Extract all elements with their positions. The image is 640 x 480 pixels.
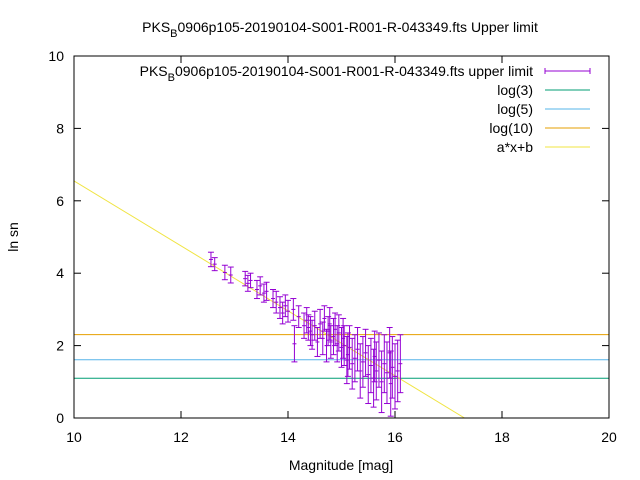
data-point <box>311 310 318 341</box>
series-line-fit <box>74 180 465 418</box>
data-point <box>290 298 297 321</box>
data-point <box>279 301 286 325</box>
data-point <box>285 299 291 323</box>
x-tick-label: 20 <box>601 429 617 445</box>
legend-entry: log(3) <box>497 82 590 98</box>
data-point <box>394 339 401 403</box>
data-point <box>375 332 382 388</box>
data-point <box>273 290 280 314</box>
svg-text:PKSB0906p105-20190104-S001-R00: PKSB0906p105-20190104-S001-R001-R-043349… <box>142 19 538 40</box>
data-point <box>381 334 388 394</box>
legend-label: log(3) <box>497 82 533 98</box>
data-point <box>373 341 380 401</box>
data-point <box>317 308 324 339</box>
data-point <box>253 279 260 300</box>
x-tick-label: 10 <box>66 429 82 445</box>
data-point <box>295 305 302 328</box>
data-point <box>282 294 289 318</box>
data-point <box>349 337 356 390</box>
plot-frame <box>73 55 610 419</box>
y-axis-label: ln sn <box>5 222 21 252</box>
data-point <box>335 314 342 352</box>
data-point <box>340 317 347 359</box>
x-tick-label: 18 <box>494 429 510 445</box>
data-point <box>326 307 333 341</box>
chart-title: PKSB0906p105-20190104-S001-R001-R-043349… <box>142 19 538 40</box>
data-point <box>354 327 361 372</box>
data-point <box>244 274 251 292</box>
data-point <box>221 264 228 281</box>
data-point <box>327 325 334 359</box>
data-point <box>211 257 218 272</box>
legend-label: a*x+b <box>497 139 533 155</box>
legend-label: PKSB0906p105-20190104-S001-R001-R-043349… <box>140 63 533 84</box>
data-point <box>365 345 372 405</box>
chart-title-suffix: 0906p105-20190104-S001-R001-R-043349.fts… <box>178 19 538 35</box>
data-point <box>370 348 377 408</box>
chart-title-prefix: PKS <box>142 19 170 35</box>
data-point <box>341 325 348 367</box>
data-point <box>359 336 366 388</box>
data-point <box>383 341 390 405</box>
legend-entry: log(10) <box>489 120 590 136</box>
data-point <box>351 334 358 383</box>
data-point <box>314 327 321 357</box>
data-point <box>257 276 264 296</box>
x-tick-label: 12 <box>173 429 189 445</box>
legend-label: log(10) <box>489 120 533 136</box>
data-point <box>263 281 270 301</box>
x-tick-label: 16 <box>387 429 403 445</box>
data-point <box>392 343 398 410</box>
data-point <box>362 328 369 377</box>
y-tick-label: 10 <box>48 48 64 64</box>
data-point <box>242 270 249 287</box>
legend-entry: a*x+b <box>497 139 590 155</box>
data-point <box>227 266 234 284</box>
legend-entry: log(5) <box>497 101 590 117</box>
data-point <box>260 283 267 303</box>
data-point <box>346 325 353 370</box>
legend-entry: PKSB0906p105-20190104-S001-R001-R-043349… <box>140 63 591 84</box>
data-point <box>389 336 396 399</box>
y-tick-label: 6 <box>56 193 64 209</box>
chart-title-subscript: B <box>170 28 177 40</box>
data-point <box>291 325 298 363</box>
data-point <box>357 343 364 399</box>
y-tick-label: 4 <box>56 265 64 281</box>
y-tick-label: 0 <box>56 410 64 426</box>
data-point <box>301 312 308 339</box>
data-point <box>247 272 254 289</box>
data-point <box>367 337 374 394</box>
data-point <box>270 288 277 309</box>
x-tick-label: 14 <box>280 429 296 445</box>
legend-label: log(5) <box>497 101 533 117</box>
legend: PKSB0906p105-20190104-S001-R001-R-043349… <box>140 63 591 155</box>
data-point <box>276 296 283 319</box>
data-point <box>309 319 316 350</box>
y-tick-label: 2 <box>56 338 64 354</box>
data-point <box>378 350 385 414</box>
y-tick-label: 8 <box>56 120 64 136</box>
data-point <box>397 334 404 394</box>
x-axis-label: Magnitude [mag] <box>289 457 393 473</box>
data-point <box>207 251 214 268</box>
